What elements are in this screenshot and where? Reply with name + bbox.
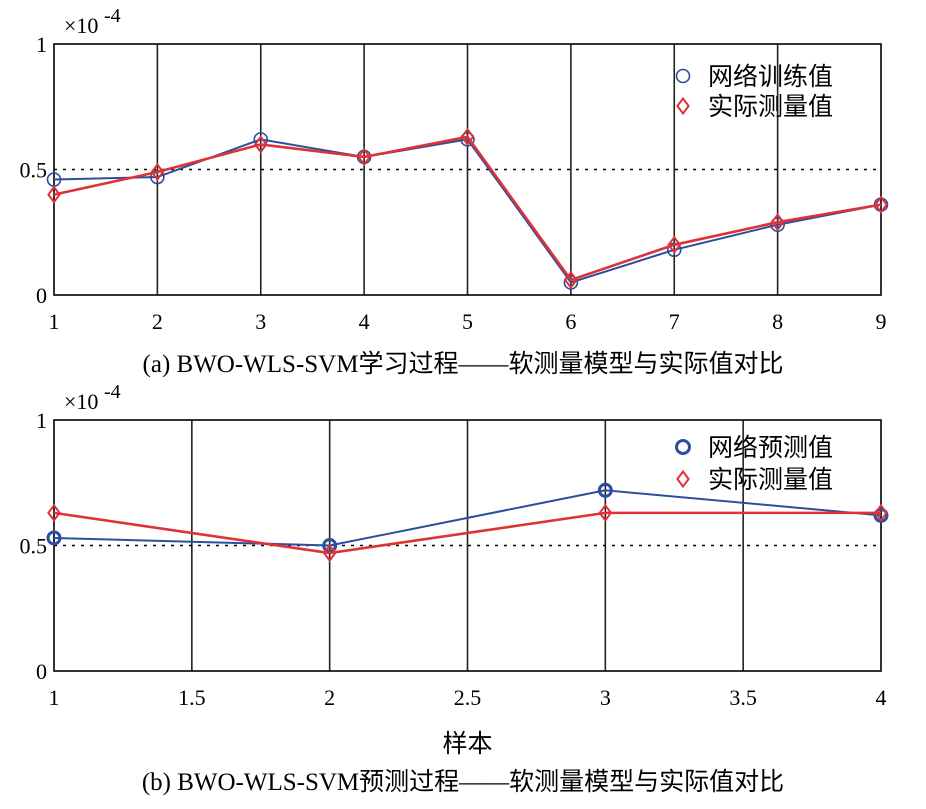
series-2-point xyxy=(770,213,785,232)
y-tick-label: 0.5 xyxy=(20,158,48,183)
series-2-point xyxy=(47,185,61,204)
series-2-point xyxy=(47,503,61,523)
series-1-point xyxy=(253,132,269,147)
scale-factor: ×10 xyxy=(64,389,98,414)
legend-label-1: 网络训练值 xyxy=(708,63,833,91)
x-tick-label: 6 xyxy=(565,309,576,334)
x-tick-label: 2 xyxy=(324,685,335,710)
series-line-2 xyxy=(53,511,881,555)
x-tick-label: 1 xyxy=(49,685,60,710)
x-tick-label: 1.5 xyxy=(178,685,206,710)
x-axis-label: 样本 xyxy=(442,730,492,758)
legend-circle-marker xyxy=(675,439,691,455)
series-1-point xyxy=(322,538,338,553)
series-2-point xyxy=(667,235,682,254)
scale-exponent: -4 xyxy=(104,381,121,403)
series-2-point xyxy=(874,195,888,214)
x-tick-label: 3 xyxy=(255,309,266,334)
series-1-point xyxy=(666,242,682,258)
scale-exponent: -4 xyxy=(104,5,121,27)
y-tick-label: 1 xyxy=(36,408,47,433)
x-tick-label: 4 xyxy=(876,685,887,710)
series-1-point xyxy=(150,169,165,185)
series-2-point xyxy=(598,503,613,523)
series-2-point xyxy=(150,162,165,182)
series-2-point xyxy=(564,270,578,290)
x-tick-label: 8 xyxy=(772,309,783,334)
y-tick-label: 0 xyxy=(36,659,47,684)
x-tick-label: 2 xyxy=(152,309,163,334)
figure-caption: (a) BWO-WLS-SVM学习过程——软测量模型与实际值对比 xyxy=(143,350,784,378)
x-tick-label: 3.5 xyxy=(729,685,757,710)
y-tick-label: 0.5 xyxy=(20,534,48,559)
y-tick-label: 0 xyxy=(36,283,47,308)
series-2-point xyxy=(357,147,371,167)
series-1-point xyxy=(597,482,613,498)
x-tick-label: 1 xyxy=(49,309,60,334)
x-tick-label: 4 xyxy=(359,309,370,334)
series-2-point xyxy=(253,135,268,154)
series-2-point xyxy=(874,503,888,523)
legend-label-2: 实际测量值 xyxy=(708,466,833,494)
series-line-1 xyxy=(53,138,882,284)
x-tick-label: 2.5 xyxy=(454,685,482,710)
scale-factor: ×10 xyxy=(64,13,98,38)
x-tick-label: 5 xyxy=(462,309,473,334)
legend-label-1: 网络预测值 xyxy=(708,434,833,462)
legend-label-2: 实际测量值 xyxy=(708,93,833,121)
axes-frame xyxy=(53,43,882,296)
series-2-point xyxy=(322,543,337,563)
y-tick-label: 1 xyxy=(36,32,47,57)
legend-diamond-marker xyxy=(676,469,690,489)
axes-frame xyxy=(53,419,882,672)
legend-diamond-marker xyxy=(676,96,690,116)
series-line-1 xyxy=(53,489,882,547)
x-tick-label: 3 xyxy=(600,685,611,710)
x-tick-label: 7 xyxy=(669,309,680,334)
series-1-point xyxy=(46,530,62,546)
series-2-point xyxy=(460,127,475,147)
figure-caption: (b) BWO-WLS-SVM预测过程——软测量模型与实际值对比 xyxy=(142,768,784,796)
series-line-2 xyxy=(53,135,882,282)
legend-circle-marker xyxy=(675,68,691,84)
x-tick-label: 9 xyxy=(876,309,887,334)
